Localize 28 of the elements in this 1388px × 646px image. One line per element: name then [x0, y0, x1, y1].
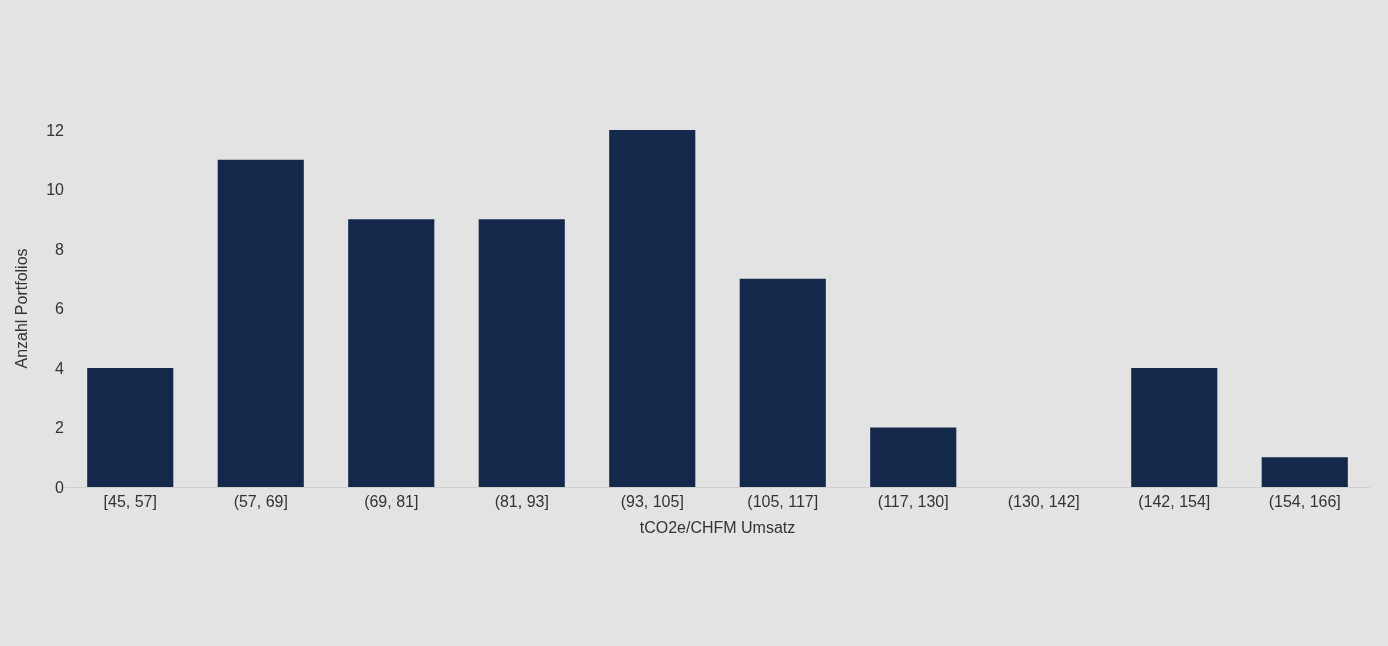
bar	[348, 219, 435, 487]
bar	[739, 278, 826, 487]
bar	[217, 159, 304, 487]
x-tick-label: (130, 142]	[1007, 493, 1080, 511]
y-tick-label: 2	[55, 419, 65, 437]
x-tick-label: [45, 57]	[103, 493, 157, 511]
x-tick-label: (105, 117]	[747, 493, 819, 511]
y-axis-title: Anzahl Portfolios	[13, 248, 31, 369]
y-tick-label: 12	[46, 121, 65, 139]
y-tick-label: 8	[55, 240, 65, 258]
x-tick-label: (81, 93]	[494, 493, 549, 511]
bar	[1261, 457, 1348, 487]
x-tick-label: (57, 69]	[233, 493, 288, 511]
bar	[609, 130, 696, 487]
x-tick-label: (69, 81]	[364, 493, 419, 511]
y-tick-label: 6	[55, 300, 65, 318]
bar	[478, 219, 565, 487]
bar	[87, 368, 174, 487]
x-tick-label: (117, 130]	[877, 493, 949, 511]
x-tick-label: (93, 105]	[620, 493, 684, 511]
x-tick-label: (154, 166]	[1268, 493, 1341, 511]
x-tick-label: (142, 154]	[1138, 493, 1211, 511]
x-axis-title: tCO2e/CHFM Umsatz	[639, 518, 796, 536]
y-tick-label: 10	[46, 181, 65, 199]
y-tick-label: 0	[55, 478, 65, 496]
bar	[870, 427, 957, 487]
y-tick-label: 4	[55, 359, 65, 377]
bar	[1131, 368, 1218, 487]
